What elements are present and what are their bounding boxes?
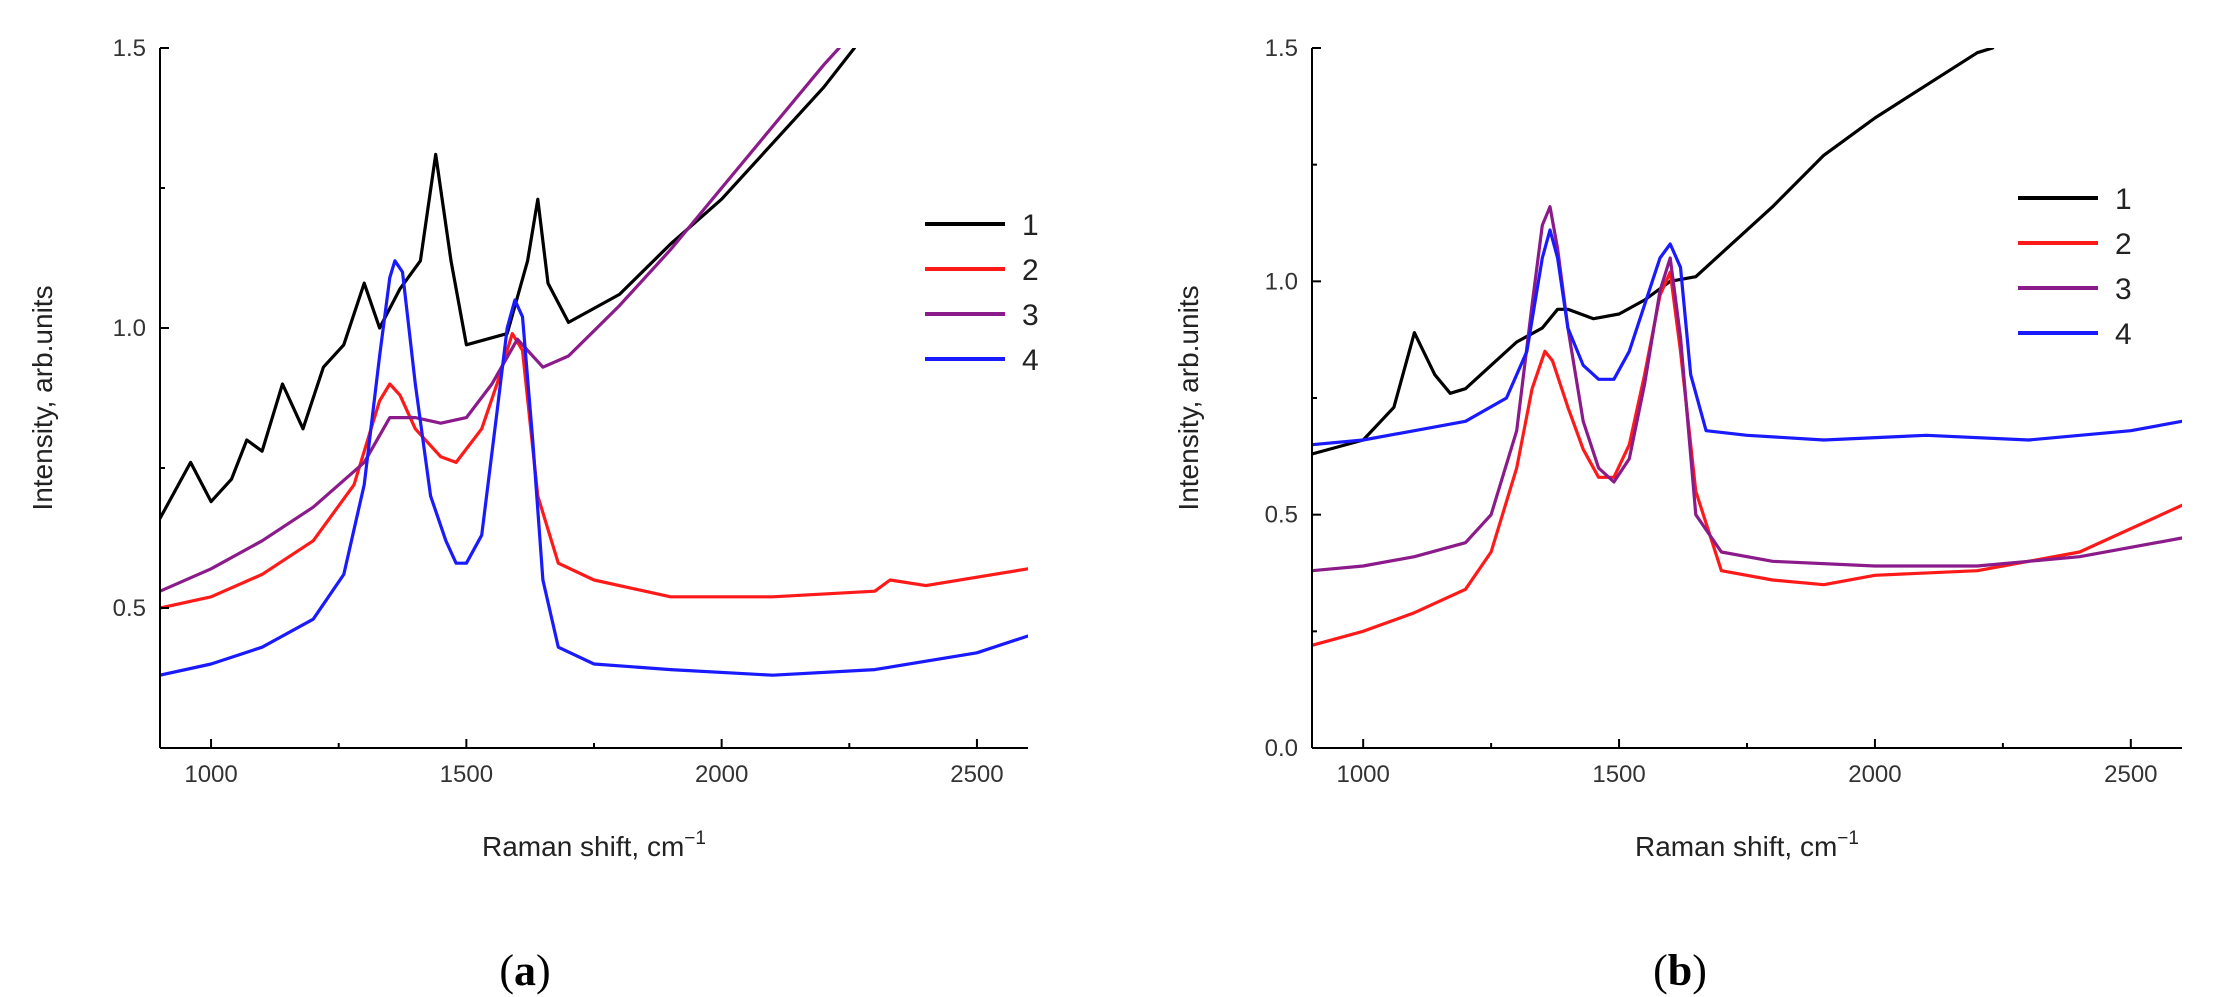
y-tick-label: 0.5 <box>113 595 146 622</box>
x-axis-title-text: Raman shift, cm <box>1635 831 1837 862</box>
x-tick-label: 1500 <box>440 761 493 788</box>
panel-label-close-paren: ) <box>1692 946 1707 995</box>
series-line-3 <box>160 48 841 593</box>
plot-area <box>160 48 1028 677</box>
y-axis-title: Intensity, arb.units <box>1173 285 1204 510</box>
legend-label-3: 3 <box>2115 273 2132 306</box>
y-axis-title: Intensity, arb.units <box>27 285 58 510</box>
series-line-1 <box>160 48 856 520</box>
series-line-1 <box>1312 48 1995 456</box>
x-tick-label: 2500 <box>950 761 1003 788</box>
panel-label: (a) <box>499 946 550 995</box>
y-tick-label: 1.0 <box>113 315 146 342</box>
legend-label-2: 2 <box>1022 254 1039 287</box>
series-line-2 <box>1312 270 2182 647</box>
x-tick-label: 1000 <box>184 761 237 788</box>
series-line-2 <box>160 332 1028 610</box>
y-tick-label: 0.5 <box>1265 502 1298 529</box>
panel-label-open-paren: ( <box>1653 946 1668 995</box>
panel-label: (b) <box>1653 946 1707 995</box>
x-tick-label: 1000 <box>1336 761 1389 788</box>
x-axis-title-text: Raman shift, cm <box>482 831 684 862</box>
x-tick-label: 1500 <box>1592 761 1645 788</box>
series-line-4 <box>160 259 1028 677</box>
x-axis-title-superscript: −1 <box>684 828 706 849</box>
series-line-4 <box>1312 228 2182 447</box>
legend-label-1: 1 <box>2115 183 2132 216</box>
panel-label-close-paren: ) <box>536 946 551 995</box>
x-tick-label: 2000 <box>695 761 748 788</box>
x-tick-label: 2000 <box>1848 761 1901 788</box>
plot-area <box>1312 48 2182 647</box>
legend-label-4: 4 <box>2115 318 2132 351</box>
x-axis-title: Raman shift, cm−1 <box>482 828 706 862</box>
legend-label-4: 4 <box>1022 344 1039 377</box>
y-tick-label: 1.5 <box>113 35 146 62</box>
legend: 1 2 3 4 <box>2018 183 2132 351</box>
legend-label-1: 1 <box>1022 209 1039 242</box>
x-axis-title-superscript: −1 <box>1837 828 1859 849</box>
series-line-3 <box>1312 205 2182 573</box>
x-axis-title: Raman shift, cm−1 <box>1635 828 1859 862</box>
y-tick-label: 1.5 <box>1265 35 1298 62</box>
panel-b: 1000 1500 2000 2500 0.0 0.5 1.0 1.5 Raman shift,… <box>1173 35 2182 995</box>
legend-label-2: 2 <box>2115 228 2132 261</box>
panel-a: 1000 1500 2000 2500 0.5 1.0 1.5 Raman shift, cm… <box>27 35 1039 995</box>
legend: 1 2 3 4 <box>925 209 1039 377</box>
legend-label-3: 3 <box>1022 299 1039 332</box>
y-tick-label: 1.0 <box>1265 268 1298 295</box>
panel-label-letter: a <box>514 946 536 995</box>
panel-label-letter: b <box>1668 946 1692 995</box>
x-tick-label: 2500 <box>2104 761 2157 788</box>
y-tick-label: 0.0 <box>1265 735 1298 762</box>
panel-label-open-paren: ( <box>499 946 514 995</box>
